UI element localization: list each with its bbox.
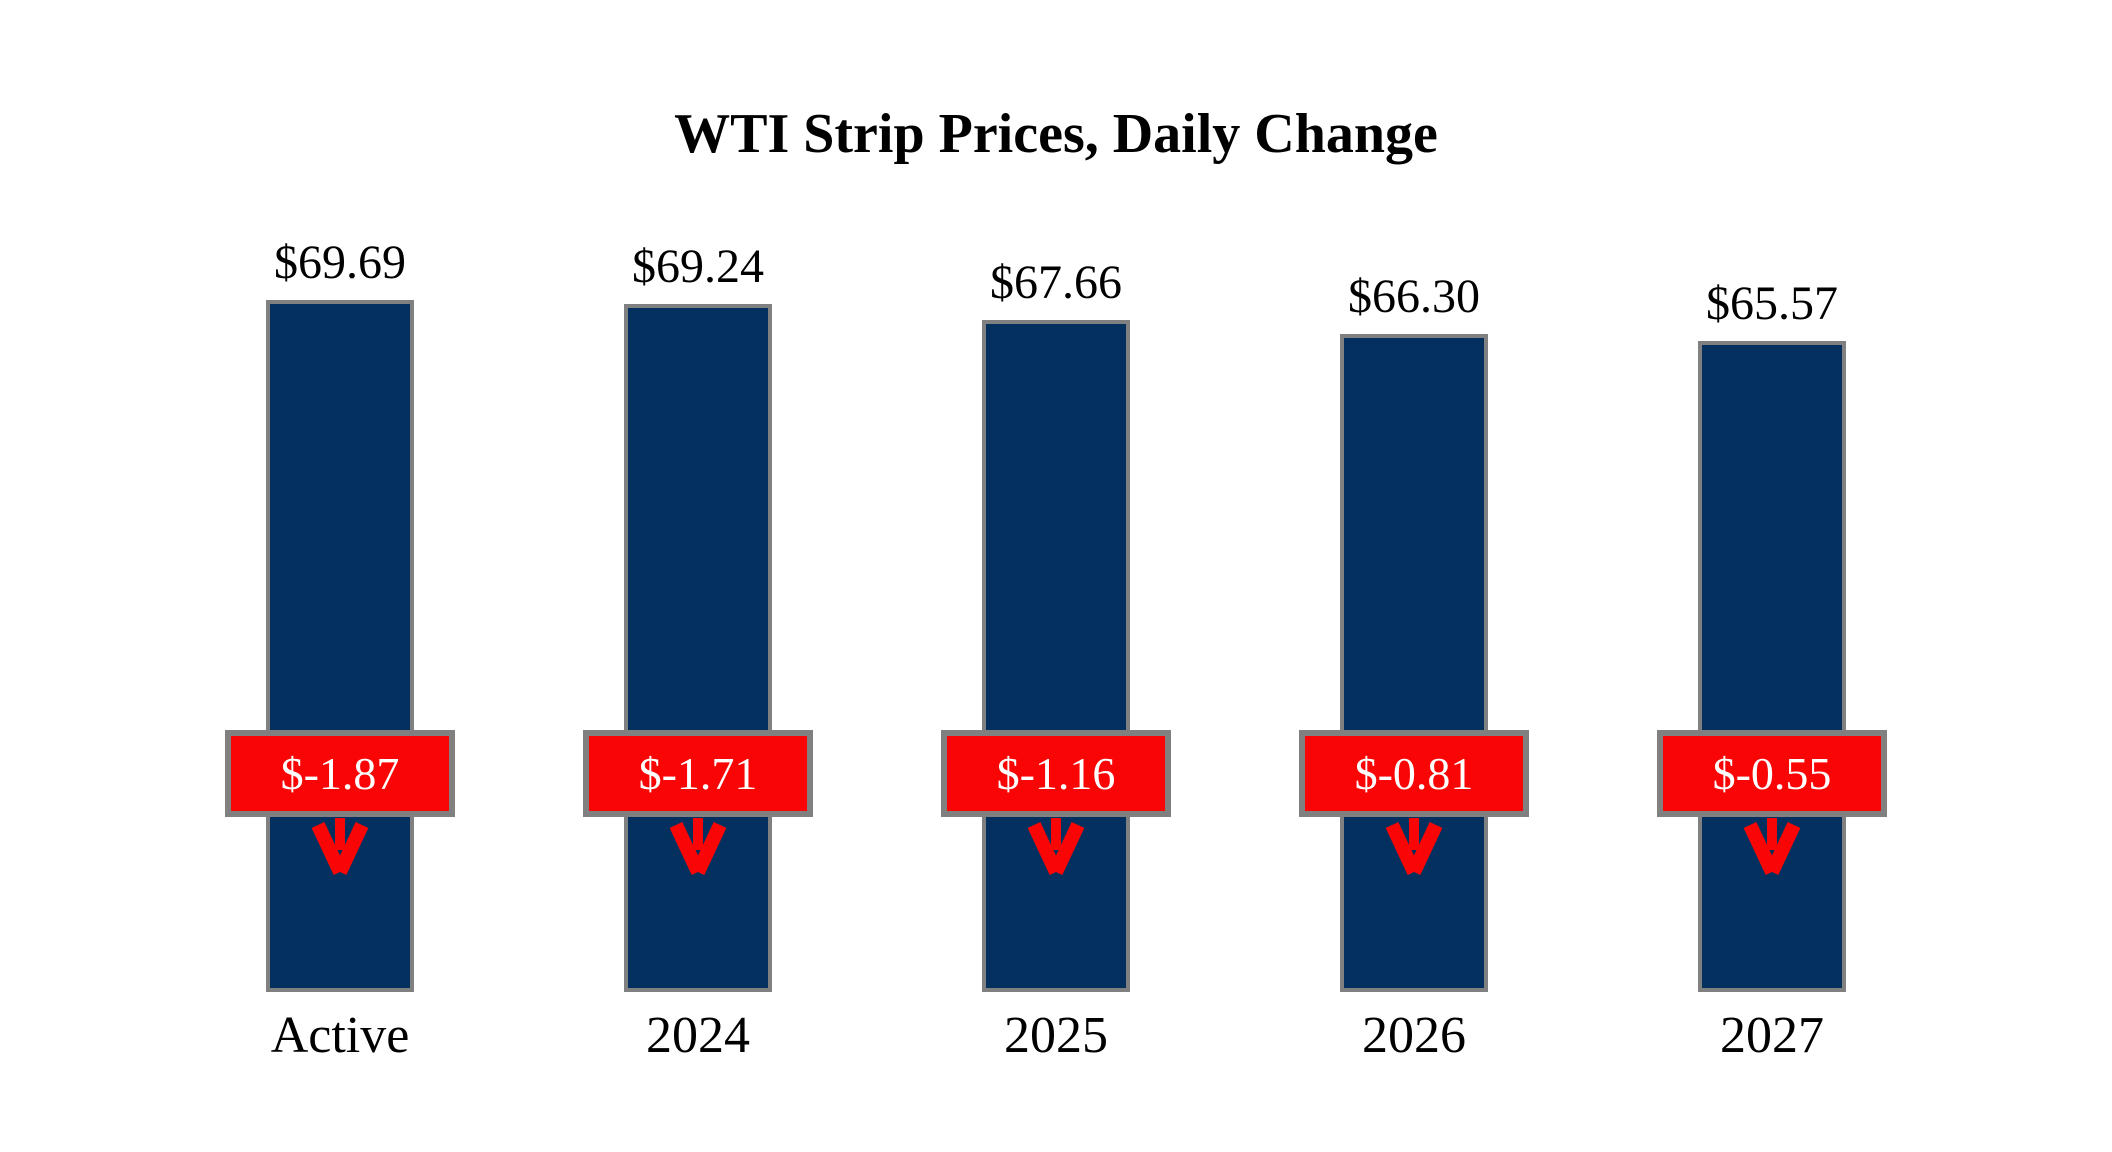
daily-change-label: $-0.55 — [1712, 748, 1832, 799]
daily-change-label: $-1.71 — [638, 748, 758, 799]
strip-price-bar — [624, 304, 772, 992]
price-label: $65.57 — [1706, 277, 1838, 330]
category-label: Active — [270, 1007, 410, 1064]
price-label: $69.24 — [632, 240, 764, 293]
category-label: 2025 — [1004, 1007, 1108, 1064]
strip-price-bar — [1698, 341, 1846, 992]
down-arrow-icon — [1386, 818, 1442, 875]
price-label: $66.30 — [1348, 270, 1480, 323]
price-label: $67.66 — [990, 256, 1122, 309]
daily-change-label: $-1.87 — [280, 748, 400, 799]
down-arrow-icon — [670, 818, 726, 875]
daily-change-box: $-0.55 — [1657, 730, 1887, 817]
bar-column-2026: $66.30 $-0.81 2026 — [1234, 0, 1594, 1152]
daily-change-box: $-1.71 — [583, 730, 813, 817]
daily-change-label: $-1.16 — [996, 748, 1116, 799]
category-label: 2026 — [1362, 1007, 1466, 1064]
strip-price-bar — [1340, 334, 1488, 992]
bar-stack: $67.66 — [876, 0, 1236, 992]
category-label: 2024 — [646, 1007, 750, 1064]
bar-stack: $66.30 — [1234, 0, 1594, 992]
strip-price-bar — [266, 300, 414, 992]
bar-column-2025: $67.66 $-1.16 2025 — [876, 0, 1236, 1152]
strip-price-bar — [982, 320, 1130, 992]
daily-change-box: $-1.87 — [225, 730, 455, 817]
bar-stack: $65.57 — [1592, 0, 1952, 992]
daily-change-label: $-0.81 — [1354, 748, 1474, 799]
chart-title: WTI Strip Prices, Daily Change — [674, 103, 1438, 165]
bar-column-active: $69.69 $-1.87 Active — [160, 0, 520, 1152]
daily-change-box: $-1.16 — [941, 730, 1171, 817]
down-arrow-icon — [1028, 818, 1084, 875]
daily-change-box: $-0.81 — [1299, 730, 1529, 817]
down-arrow-icon — [1744, 818, 1800, 875]
bar-stack: $69.24 — [518, 0, 878, 992]
bar-column-2024: $69.24 $-1.71 2024 — [518, 0, 878, 1152]
bar-stack: $69.69 — [160, 0, 520, 992]
category-label: 2027 — [1720, 1007, 1824, 1064]
bar-column-2027: $65.57 $-0.55 2027 — [1592, 0, 1952, 1152]
price-label: $69.69 — [274, 236, 406, 289]
down-arrow-icon — [312, 818, 368, 875]
